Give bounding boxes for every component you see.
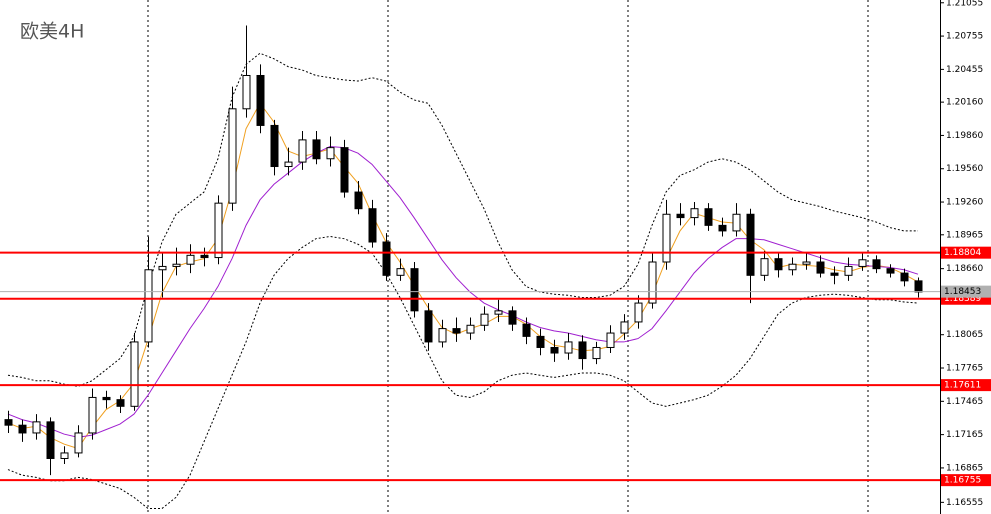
y-tick-label: 1.20455 (946, 65, 983, 75)
candle-body (130, 341, 139, 407)
candle-body (760, 258, 769, 276)
candle-body (830, 272, 839, 276)
level-label: 1.18389 (944, 294, 981, 304)
candle-body (242, 74, 251, 110)
candle-body (774, 258, 783, 271)
y-tick-label: 1.19260 (946, 198, 983, 208)
candle-body (200, 254, 209, 259)
candle-body (480, 313, 489, 326)
candle-body (102, 396, 111, 401)
y-tick-label: 1.19860 (946, 131, 983, 141)
candle-body (676, 213, 685, 219)
candle-body (298, 139, 307, 163)
candle-body (270, 124, 279, 168)
candle-body (690, 208, 699, 219)
y-tick-label: 1.18065 (946, 330, 983, 340)
price-axis: 1.21055 1.20755 1.20455 1.20160 1.19860 1.195… (940, 0, 991, 508)
y-tick-label: 1.21055 (946, 0, 983, 8)
candle-body (536, 335, 545, 348)
candle-body (788, 263, 797, 271)
level-label-box (941, 474, 991, 487)
candle-body (564, 341, 573, 354)
candle-body (816, 261, 825, 274)
candle-body (158, 265, 167, 271)
level-label: 1.17611 (944, 381, 981, 391)
chart-title: 欧美4H (20, 21, 84, 43)
candle-body (396, 268, 405, 276)
candle-body (466, 324, 475, 334)
candle-body (438, 328, 447, 343)
current-price-label: 1.18453 (944, 287, 981, 297)
candle-body (550, 346, 559, 354)
candle-body (802, 261, 811, 265)
candle-body (886, 268, 895, 274)
level-label: 1.18804 (944, 248, 981, 258)
candle-body (732, 213, 741, 232)
current-price-box (941, 285, 991, 298)
candle-body (144, 269, 153, 343)
y-tick-label: 1.18965 (946, 230, 983, 240)
candle-body (452, 328, 461, 334)
y-tick-label: 1.19560 (946, 164, 983, 174)
candle-body (382, 241, 391, 276)
candle-body (900, 272, 909, 282)
plot-area (0, 25, 940, 509)
candle-body (648, 261, 657, 304)
candle-body (704, 208, 713, 226)
candle-body (844, 265, 853, 276)
level-label: 1.16755 (944, 476, 981, 486)
indicator-line (7, 146, 919, 438)
y-tick-label: 1.16555 (946, 498, 983, 508)
candle-body (312, 139, 321, 160)
candle-body (18, 424, 27, 434)
candle-body (88, 396, 97, 434)
candle-body (354, 191, 363, 210)
candle-body (522, 323, 531, 337)
candle-body (284, 161, 293, 168)
candle-body (32, 421, 41, 434)
y-tick-label: 1.20160 (946, 98, 983, 108)
candle-body (186, 254, 195, 265)
candle-body (494, 310, 503, 315)
candle-body (326, 147, 335, 160)
candle-body (508, 310, 517, 325)
candle-body (662, 213, 671, 263)
candle-body (60, 452, 69, 459)
candle-body (214, 202, 223, 259)
candle-body (746, 213, 755, 276)
y-tick-label: 1.20755 (946, 32, 983, 42)
candle-body (4, 419, 13, 426)
candle-body (116, 399, 125, 407)
candle-body (858, 259, 867, 267)
indicator-line (7, 235, 919, 509)
y-tick-label: 1.17765 (946, 364, 983, 374)
candle-body (228, 108, 237, 204)
candle-body (914, 280, 923, 293)
candle-body (718, 224, 727, 232)
candle-body (620, 321, 629, 334)
candle-body (172, 263, 181, 267)
y-tick-label: 1.16865 (946, 463, 983, 473)
candle-body (340, 147, 349, 193)
candle-body (424, 310, 433, 343)
candle-body (368, 208, 377, 243)
y-tick-label: 1.18660 (946, 264, 983, 274)
level-label-box (941, 379, 991, 392)
candle-body (256, 74, 265, 126)
y-tick-label: 1.17465 (946, 397, 983, 407)
candle-body (74, 432, 83, 454)
candle-body (592, 346, 601, 360)
candle-body (872, 259, 881, 270)
level-label-box (941, 246, 991, 259)
candle-body (578, 341, 587, 360)
candle-body (46, 421, 55, 459)
candle-body (634, 302, 643, 323)
y-tick-label: 1.17165 (946, 430, 983, 440)
candle-body (606, 332, 615, 348)
candle-body (410, 268, 419, 312)
